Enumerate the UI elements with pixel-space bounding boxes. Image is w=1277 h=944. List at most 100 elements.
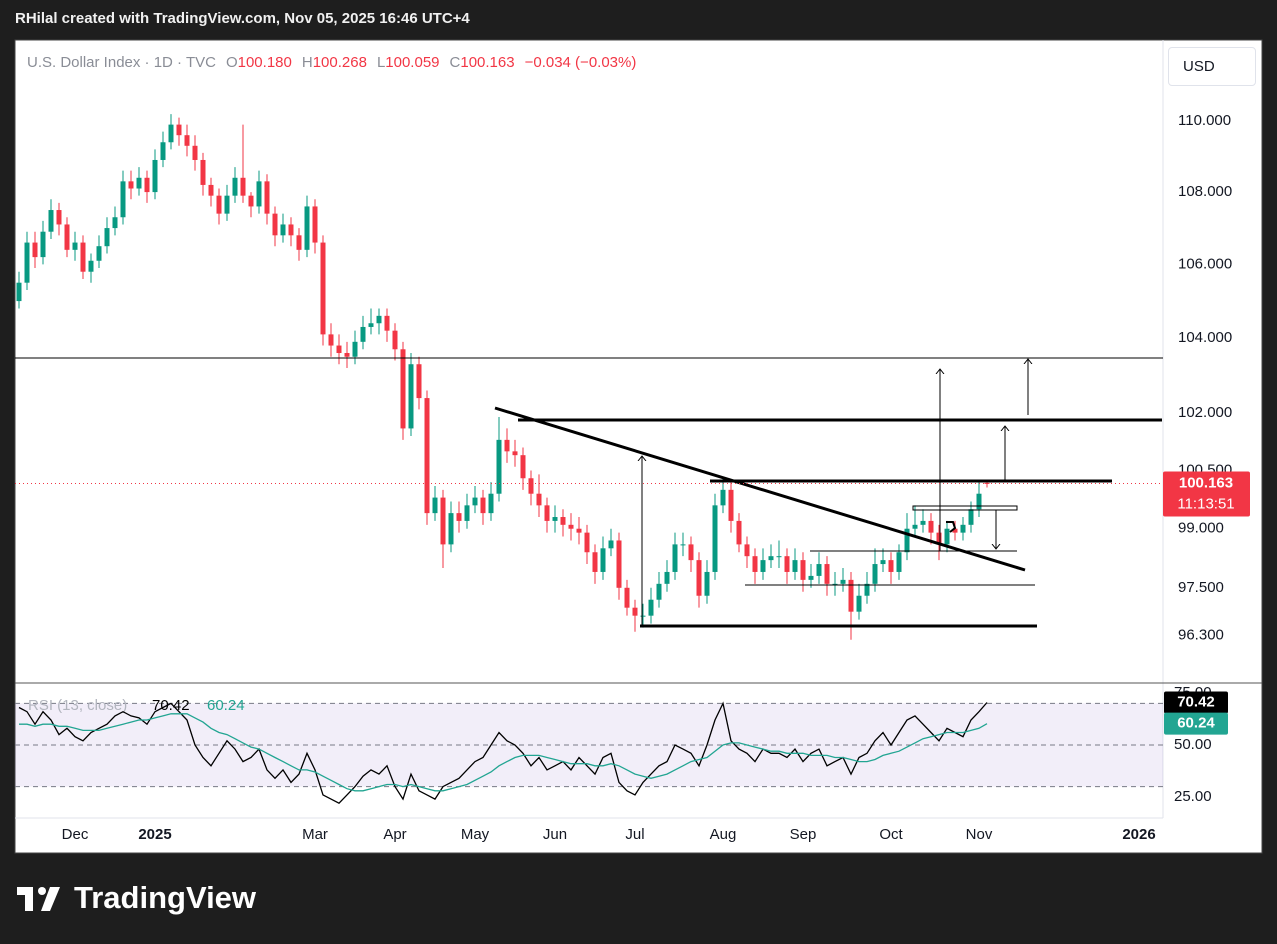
candle-body [528,478,534,494]
candle-body [872,564,878,584]
candle-body [952,528,958,533]
candle-body [592,552,598,572]
logo-icon [17,887,60,911]
y-tick-label: 96.300 [1178,627,1224,644]
y-tick-label: 110.000 [1178,112,1231,129]
candle-body [576,528,582,533]
legend-label: L [376,54,386,71]
candle-body [152,159,158,193]
candle-body [176,124,182,136]
x-tick-label: Oct [879,826,903,843]
candle-body [544,505,550,521]
candle-body [688,544,694,561]
y-tick-label: 97.500 [1178,579,1224,596]
legend-label: O [225,54,238,71]
trend-line [494,406,1026,572]
price-badge [1163,471,1250,517]
x-tick-label: Dec [62,826,89,843]
candle-body [880,560,886,565]
candle-body [168,124,174,143]
candle-body [928,520,934,533]
candle-body [64,224,70,250]
candle-body [824,564,830,584]
value-badge [1164,691,1228,714]
x-tick-label: Jun [543,826,567,843]
candle-body [96,246,102,261]
candle-body [264,181,270,214]
candle-body [568,524,574,529]
candle-body [672,544,678,572]
legend-value: 100.059 [385,54,440,71]
x-tick-label: May [461,826,490,843]
candle-body [128,181,134,189]
candle-body [760,560,766,572]
candle-body [656,583,662,600]
candle-body [376,315,382,324]
symbol: U.S. Dollar Index · 1D · TVC [27,54,216,71]
candle-body [88,260,94,272]
candle-body [232,177,238,196]
candle-body [240,177,246,196]
candle-body [728,489,734,521]
candle-body [696,560,702,596]
countdown: 11:13:51 [1177,496,1234,513]
value-badge-label: 60.24 [1177,715,1215,732]
candle-body [840,579,846,584]
candle-body [288,224,294,236]
y-tick-label: 104.000 [1178,329,1232,346]
value-badge [1164,712,1228,735]
candle-body [776,556,782,558]
candle-body [296,235,302,250]
candle-body [768,556,774,561]
candle-body [320,242,326,335]
candle-body [552,517,558,521]
candle-body [944,528,950,545]
candle-body [144,177,150,193]
legend-label: C [449,54,461,71]
candle-body [192,145,198,160]
candle-body [736,520,742,545]
x-tick-label: 2026 [1122,826,1155,843]
candle-body [24,242,30,283]
candle-body [616,540,622,588]
y-tick-label: 25.00 [1174,788,1212,805]
candle-body [832,583,838,585]
price-badge-label: 100.163 [1179,475,1233,492]
candle-body [792,560,798,572]
candle-body [80,242,86,272]
candle-body [912,524,918,529]
candle-body [16,282,22,302]
change: −0.034 (−0.03%) [524,54,637,71]
y-tick-label: 102.000 [1178,404,1232,421]
chart-frame [14,39,1263,854]
candle-body [752,556,758,572]
legend-value: 100.180 [237,54,292,71]
candle-body [976,493,982,510]
candle-body [968,509,974,525]
candle-body [368,323,374,327]
y-tick-label: 106.000 [1178,255,1232,272]
candle-body [480,497,486,514]
candle-body [400,349,406,429]
candle-body [448,513,454,545]
candle-body [360,326,366,342]
candles [16,114,990,640]
candle-body [464,505,470,521]
legend: U.S. Dollar Index · 1D · TVC O100.180 H100… [27,54,646,71]
candle-body [512,451,518,456]
candle-body [472,497,478,506]
candle-body [664,571,670,584]
candle-body [384,315,390,331]
currency-button[interactable]: USD [1168,47,1256,86]
candle-body [184,135,190,146]
candle-body [424,398,430,514]
y-tick-label: 50.00 [1174,736,1212,753]
candle-body [56,210,62,225]
x-tick-label: Aug [710,826,737,843]
x-tick-label: Apr [383,826,406,843]
candle-body [408,364,414,429]
candle-body [936,532,942,545]
candle-body [280,224,286,236]
candle-body [336,345,342,354]
